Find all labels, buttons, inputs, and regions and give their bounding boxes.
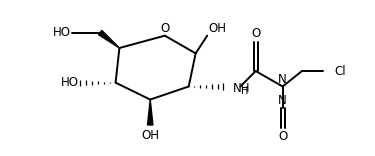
Text: N: N — [278, 73, 287, 86]
Text: HO: HO — [53, 26, 71, 39]
Text: HO: HO — [61, 76, 79, 89]
Text: O: O — [278, 130, 287, 143]
Polygon shape — [99, 30, 119, 48]
Text: O: O — [160, 22, 170, 35]
Text: Cl: Cl — [334, 65, 346, 78]
Text: O: O — [251, 27, 260, 40]
Text: OH: OH — [141, 129, 159, 142]
Polygon shape — [147, 100, 153, 125]
Text: OH: OH — [209, 22, 227, 35]
Text: H: H — [241, 86, 249, 96]
Text: NH: NH — [232, 82, 250, 95]
Text: N: N — [278, 94, 287, 107]
